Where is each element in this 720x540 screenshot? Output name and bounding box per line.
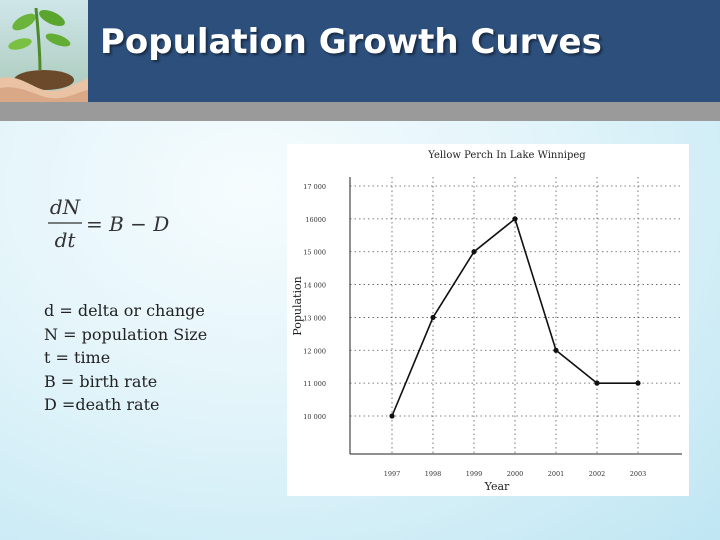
variable-definitions: d = delta or change N = population Size …: [44, 299, 207, 417]
population-chart: 10 000 11 000 12 000 13 000 14 000 15 000 1600…: [287, 144, 689, 496]
y-tick-label: 14 000: [303, 282, 326, 290]
data-point: [430, 314, 436, 321]
y-tick-label: 17 000: [303, 183, 326, 191]
y-tick-label: 13 000: [303, 314, 326, 322]
header-divider-band: [0, 102, 720, 121]
slide-header: Population Growth Curves: [0, 0, 720, 102]
x-tick-label: 2000: [507, 470, 524, 478]
definition-item: t = time: [44, 348, 111, 367]
x-tick-label: 1999: [466, 470, 483, 478]
chart-title: Yellow Perch In Lake Winnipeg: [427, 150, 586, 161]
x-tick-label: 1997: [384, 470, 401, 478]
y-tick-label: 12 000: [303, 347, 326, 355]
series-points: [389, 216, 641, 419]
data-point: [635, 380, 641, 386]
seedling-hands-photo: [0, 0, 88, 102]
definition-item: B = birth rate: [44, 371, 158, 391]
y-tick-label: 10 000: [303, 413, 326, 421]
data-point: [594, 380, 600, 386]
slide-title: Population Growth Curves: [100, 22, 602, 62]
equation-denominator: dt: [55, 228, 77, 252]
x-axis-label: Year: [484, 480, 510, 493]
x-tick-label: 1998: [425, 470, 442, 478]
data-point: [512, 216, 518, 222]
definition-item: d = delta or change: [44, 301, 205, 320]
y-tick-labels: 10 000 11 000 12 000 13 000 14 000 15 000 1600…: [303, 183, 326, 421]
x-tick-labels: 1997 1998 1999 2000 2001 2002 2003: [384, 470, 647, 478]
population-growth-equation: dN dt = B − D: [44, 192, 184, 260]
chart-grid: [350, 177, 682, 454]
y-tick-label: 11 000: [303, 380, 326, 388]
equation-numerator: dN: [50, 195, 82, 219]
x-tick-label: 2002: [589, 470, 606, 478]
y-tick-label: 16000: [305, 216, 326, 224]
definition-item: N = population Size: [44, 324, 208, 344]
definition-item: D =death rate: [44, 395, 160, 414]
data-point: [389, 413, 395, 419]
equation-rhs: = B − D: [86, 212, 169, 236]
data-point: [553, 347, 559, 353]
y-tick-label: 15 000: [303, 249, 326, 257]
x-tick-label: 2001: [548, 470, 565, 478]
y-axis-label: Population: [291, 276, 304, 335]
data-point: [471, 249, 477, 255]
x-tick-label: 2003: [630, 470, 647, 478]
